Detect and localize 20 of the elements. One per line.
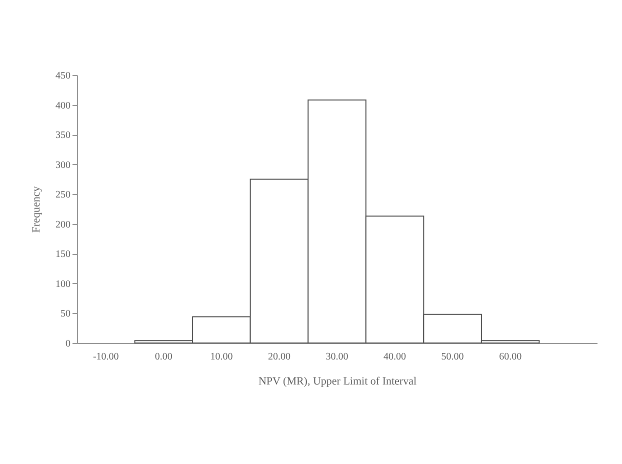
- y-tick-label: 150: [56, 249, 70, 260]
- y-tick-label: 50: [60, 308, 70, 320]
- x-axis-title: NPV (MR), Upper Limit of Interval: [258, 376, 417, 388]
- y-tick-label: 100: [56, 278, 70, 290]
- x-tick-label: 10.00: [210, 352, 233, 362]
- x-tick-label: 30.00: [326, 352, 348, 362]
- y-tick-label: 450: [56, 70, 70, 82]
- x-tick-label: 60.00: [499, 352, 522, 362]
- y-tick-label: 200: [56, 219, 70, 230]
- y-tick-label: 400: [56, 100, 70, 112]
- y-tick-label: 0: [66, 338, 70, 350]
- y-axis-title: Frequency: [30, 186, 42, 233]
- y-tick-label: 350: [56, 130, 70, 142]
- x-tick-label: 50.00: [441, 352, 464, 362]
- y-tick-label: 250: [56, 190, 70, 201]
- x-tick-label: 40.00: [384, 352, 406, 362]
- y-tick-label: 300: [56, 160, 70, 171]
- x-tick-label: 20.00: [268, 352, 290, 362]
- x-tick-label: -10.00: [92, 352, 119, 362]
- x-tick-label: 0.00: [154, 352, 172, 362]
